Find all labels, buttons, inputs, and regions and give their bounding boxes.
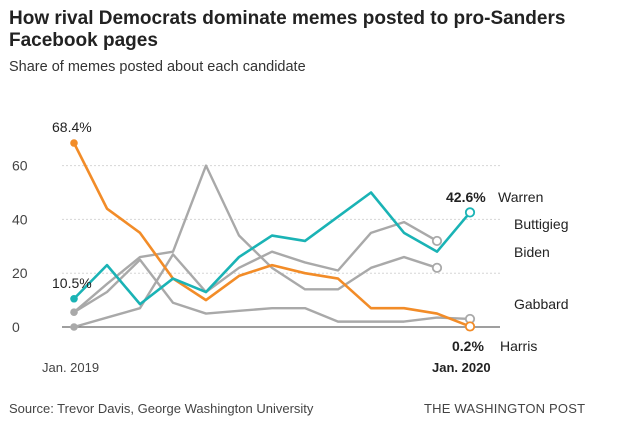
warren-end-label: 42.6% bbox=[446, 189, 486, 205]
gabbard-line bbox=[72, 258, 472, 323]
biden-line bbox=[72, 164, 439, 314]
source-note: Source: Trevor Davis, George Washington … bbox=[9, 401, 314, 416]
chart-subtitle: Share of memes posted about each candida… bbox=[9, 59, 306, 75]
line-chart: 0 20 40 60 68.4% 10.5% 42.6% Warren Buttigieg Bi… bbox=[12, 119, 568, 375]
publisher-credit: THE WASHINGTON POST bbox=[424, 401, 586, 416]
y-tick-label: 20 bbox=[12, 265, 28, 281]
x-tick-label: Jan. 2019 bbox=[42, 360, 99, 375]
x-tick-labels: Jan. 2019 Jan. 2020 bbox=[42, 360, 491, 375]
buttigieg-end-point bbox=[431, 235, 443, 247]
x-tick-label: Jan. 2020 bbox=[432, 360, 491, 375]
gabbard-name-label: Gabbard bbox=[514, 296, 568, 312]
biden-end-point bbox=[431, 262, 443, 273]
harris-start-label: 68.4% bbox=[52, 119, 92, 135]
warren-line bbox=[72, 191, 472, 306]
harris-line bbox=[72, 141, 472, 328]
warren-name-label: Warren bbox=[498, 189, 543, 205]
warren-start-label: 10.5% bbox=[52, 275, 92, 291]
series-labels: 68.4% 10.5% 42.6% Warren Buttigieg Biden Gabba… bbox=[52, 119, 568, 354]
chart-title: How rival Democrats dominate memes poste… bbox=[9, 8, 566, 51]
buttigieg-start-point bbox=[70, 323, 78, 331]
gridlines bbox=[62, 165, 500, 328]
warren-start-point bbox=[70, 294, 78, 303]
harris-end-point bbox=[464, 321, 476, 332]
y-tick-label: 40 bbox=[12, 211, 28, 227]
harris-name-label: Harris bbox=[500, 338, 537, 354]
y-tick-label: 60 bbox=[12, 158, 28, 174]
y-tick-label: 0 bbox=[12, 319, 20, 335]
buttigieg-line bbox=[72, 220, 439, 329]
series-lines bbox=[72, 141, 472, 329]
warren-end-point bbox=[464, 207, 476, 218]
series-points bbox=[70, 139, 476, 332]
buttigieg-name-label: Buttigieg bbox=[514, 216, 568, 232]
biden-name-label: Biden bbox=[514, 244, 550, 260]
gabbard-start-point bbox=[70, 308, 78, 317]
harris-start-point bbox=[70, 139, 78, 147]
harris-end-label: 0.2% bbox=[452, 338, 484, 354]
y-tick-labels: 0 20 40 60 bbox=[12, 158, 28, 335]
